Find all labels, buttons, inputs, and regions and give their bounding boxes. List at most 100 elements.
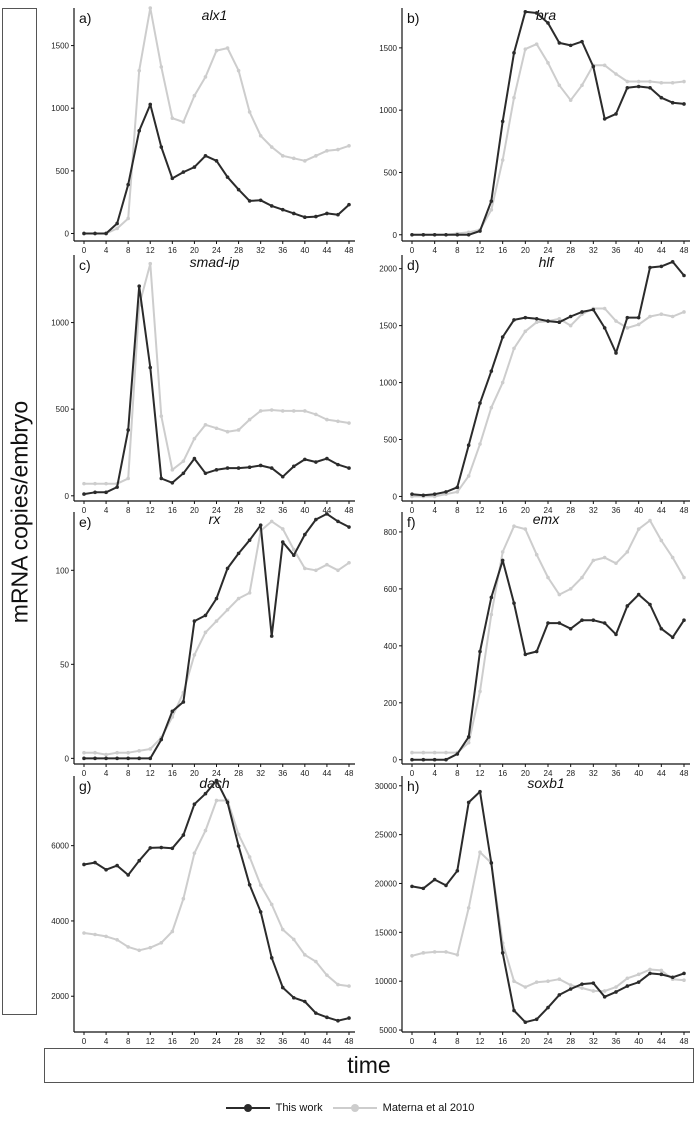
x-tick-label: 24 (212, 246, 221, 255)
data-point (546, 61, 550, 65)
panel-title: rx (209, 511, 222, 527)
data-point (614, 351, 618, 355)
x-tick-label: 36 (612, 506, 621, 515)
y-axis-label-box: mRNA copies/embryo (2, 8, 37, 1015)
x-tick-label: 48 (680, 769, 689, 778)
data-point (648, 602, 652, 607)
data-point (466, 443, 471, 447)
x-tick-label: 16 (168, 1037, 177, 1046)
x-tick-label: 24 (212, 506, 221, 515)
series-line-materna (412, 43, 685, 236)
data-point (670, 260, 675, 264)
data-point (291, 547, 296, 552)
data-point (636, 84, 641, 89)
panel-title: hlf (539, 254, 556, 270)
data-point (523, 1020, 528, 1025)
x-tick-label: 32 (256, 246, 265, 255)
data-point (93, 860, 97, 865)
data-point (659, 972, 664, 977)
series-line-materna (84, 520, 350, 756)
data-point (546, 319, 550, 323)
data-point (236, 844, 241, 848)
data-point (659, 80, 664, 85)
data-point (557, 993, 562, 997)
data-point (523, 985, 528, 989)
x-tick-label: 44 (657, 246, 666, 255)
data-point (568, 323, 573, 328)
y-tick-label: 25000 (375, 831, 398, 840)
data-point (314, 568, 318, 573)
x-tick-label: 28 (234, 1037, 243, 1046)
y-tick-label: 1000 (51, 319, 69, 328)
x-tick-label: 40 (300, 506, 309, 515)
data-point (500, 119, 505, 124)
data-point (170, 116, 175, 121)
data-point (347, 984, 351, 988)
x-tick-label: 48 (680, 1037, 689, 1046)
y-axis-label: mRNA copies/embryo (6, 400, 32, 623)
data-point (432, 492, 437, 496)
data-point (280, 527, 285, 531)
data-point (269, 145, 274, 149)
series-line-materna (83, 799, 350, 988)
panel-title: soxb1 (527, 775, 564, 791)
data-point (159, 845, 164, 850)
series-line-materna (412, 519, 685, 754)
x-tick-label: 4 (432, 246, 437, 255)
series-line-this-work (84, 512, 350, 760)
data-point (659, 312, 664, 317)
data-point (478, 649, 482, 654)
data-point (192, 653, 197, 657)
data-point (93, 481, 97, 486)
data-point (614, 72, 618, 76)
data-point (126, 756, 130, 761)
data-point (591, 558, 596, 563)
data-point (512, 601, 516, 605)
data-point (489, 405, 494, 410)
data-point (336, 212, 340, 217)
data-point (500, 951, 505, 955)
y-tick-label: 10000 (375, 977, 398, 986)
data-point (181, 700, 186, 704)
data-point (682, 79, 686, 84)
panel-title: smad-ip (190, 254, 240, 270)
data-point (159, 414, 164, 418)
x-tick-label: 20 (521, 1037, 530, 1046)
data-point (602, 326, 607, 330)
data-point (159, 65, 164, 69)
data-point (137, 284, 142, 288)
data-point (500, 380, 505, 385)
data-point (93, 490, 97, 495)
data-point (659, 968, 664, 973)
data-point (534, 1017, 539, 1022)
data-point (314, 517, 318, 522)
data-point (258, 463, 263, 468)
panel-label: h) (407, 778, 419, 794)
legend-item-this-work: This work (225, 1102, 323, 1114)
data-point (225, 466, 230, 470)
data-point (115, 756, 119, 761)
data-point (602, 995, 607, 999)
data-point (303, 409, 307, 413)
data-point (512, 51, 516, 55)
x-tick-label: 4 (104, 769, 109, 778)
data-point (291, 995, 296, 1000)
data-point (137, 756, 142, 761)
data-point (636, 322, 641, 327)
data-point (303, 532, 307, 537)
data-point (466, 906, 471, 910)
x-tick-label: 4 (104, 1037, 109, 1046)
series-line-this-work (412, 559, 685, 761)
data-point (93, 756, 97, 761)
data-point (303, 953, 307, 957)
data-point (236, 551, 241, 556)
x-tick-label: 8 (455, 1037, 460, 1046)
panel-title: emx (533, 511, 560, 527)
data-point (648, 518, 652, 523)
data-point (269, 519, 274, 524)
data-point (444, 950, 448, 954)
data-point (303, 457, 307, 462)
data-point (466, 800, 471, 805)
data-point (115, 221, 119, 226)
data-point (625, 85, 630, 90)
